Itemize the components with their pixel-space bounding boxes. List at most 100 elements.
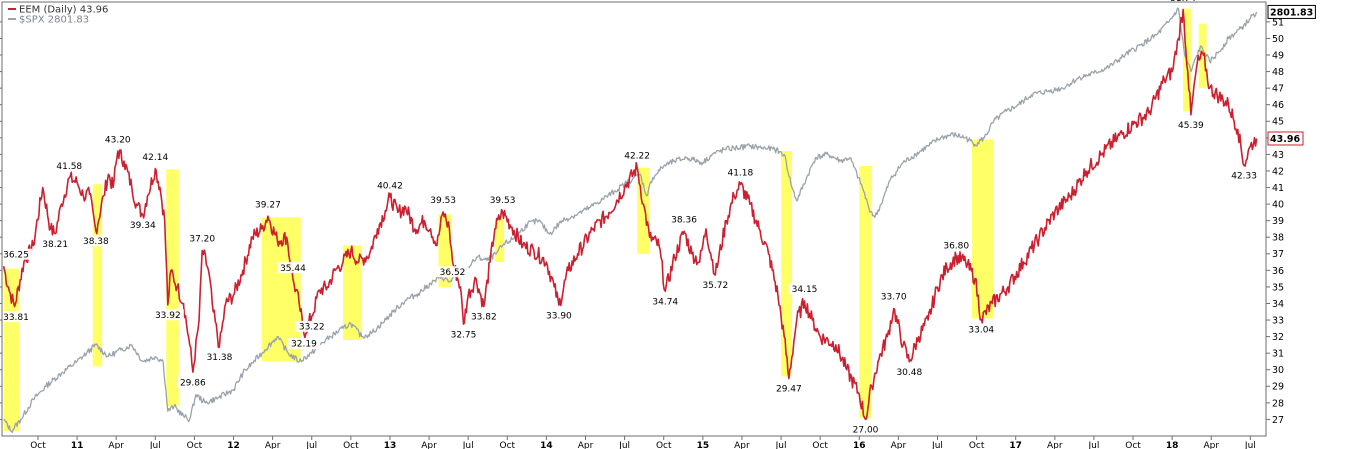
highlight-band-13 [1198,23,1207,89]
x-tick-label: Jul [618,441,630,449]
legend-entry-eem: EEM (Daily) 43.96 [19,5,108,16]
highlight-band-5 [343,245,362,340]
x-tick-label-year: 13 [384,441,397,449]
annotation-34: 36.80 [940,239,973,251]
annotation-2: 33.81 [0,311,32,323]
annotation-label: 35.44 [280,264,306,274]
x-tick-label: Apr [1203,441,1219,449]
annotation-13: 39.27 [251,198,284,210]
annotation-11: 37.20 [186,232,219,245]
annotation-label: 39.53 [490,196,516,206]
annotation-bg [139,151,172,163]
y-tick-label: 39 [1272,216,1284,227]
annotation-label: 33.22 [299,323,325,333]
annotation-33: 30.48 [893,366,926,378]
annotation-label: 45.39 [1178,121,1204,131]
annotation-bg [251,198,284,210]
y-tick-label: 30 [1272,365,1284,376]
x-tick-label-year: 14 [540,441,553,449]
y-tick-label: 50 [1272,34,1284,45]
series-line-spx [3,7,1258,434]
annotation-label: 33.82 [471,313,497,323]
annotation-16: 33.22 [295,320,328,333]
annotation-bg [186,232,219,244]
x-tick-label: Jul [462,441,474,449]
x-tick-label: Oct [500,441,516,449]
y-tick-label: 48 [1272,67,1284,78]
annotation-label: 42.14 [142,153,168,163]
annotation-bg [0,311,32,323]
annotation-label: 36.80 [943,241,969,251]
annotation-bg [176,376,209,388]
y-tick-label: 43 [1272,150,1284,161]
highlight-band-3 [166,169,179,407]
last-value-tags: 2801.83 43.96 [1267,4,1316,146]
annotation-bg [668,213,701,225]
y-tick-label: 47 [1272,84,1284,95]
last-value-tag-box [1267,4,1316,19]
annotation-12: 31.38 [203,351,236,363]
x-tick-label: Apr [108,441,124,449]
annotation-label: 33.04 [968,326,994,336]
x-tick-label: Oct [187,441,203,449]
annotation-bg [79,235,112,247]
last-value-tag-1: 2801.83 [1267,4,1316,19]
last-value-tag-label: 2801.83 [1270,8,1313,19]
x-tick-label: Jul [775,441,787,449]
annotation-32: 33.70 [877,290,910,303]
annotation-label: 38.38 [83,237,109,247]
annotation-bg [436,266,469,278]
y-tick-label: 28 [1272,398,1284,409]
annotation-28: 41.18 [724,167,757,179]
annotation-bg [287,337,320,349]
annotation-38: 42.33 [1228,169,1261,182]
annotation-bg [39,238,72,250]
highlight-band-10 [859,165,872,418]
annotation-label: 36.25 [3,250,29,260]
x-tick-label: Jul [305,441,317,449]
annotation-bg [101,133,134,145]
value-annotations: 36.25 33.81 38.21 41.58 38.38 43.20 39.34 42.14… [0,0,1261,436]
annotation-19: 36.52 [436,266,469,278]
annotation-bg [788,283,821,295]
annotation-9: 33.92 [151,309,184,321]
x-tick-label: Apr [578,441,594,449]
annotation-22: 39.53 [486,194,519,206]
x-tick-label-year: 12 [227,441,240,449]
annotation-bg [699,279,732,291]
annotation-bg [772,383,805,395]
annotation-label: 40.42 [377,181,403,191]
highlight-band-9 [781,151,792,377]
annotation-bg [940,239,973,251]
y-tick-label: 29 [1272,382,1284,393]
annotation-label: 33.90 [546,311,572,321]
annotation-label: 38.36 [671,215,697,225]
annotation-bg [53,160,86,172]
x-tick-label: Jul [1244,441,1256,449]
annotation-bg [203,351,236,363]
x-tick-label: Oct [343,441,359,449]
annotation-bg [447,328,480,340]
highlight-band-1 [3,268,20,432]
annotation-label: 27.00 [853,426,879,436]
annotation-bg [0,248,32,260]
x-tick-label-year: 15 [697,441,710,449]
annotation-label: 31.38 [207,353,233,363]
annotation-bg [126,219,159,231]
series-line-eem [2,8,1258,421]
y-tick-label: 38 [1272,233,1284,244]
x-tick-label: Jul [1087,441,1099,449]
annotation-label: 38.21 [42,240,68,250]
x-axis: Oct 11 Apr Jul Oct 12 Apr Jul Oct 13 Apr Jul Oct 14 Ap… [30,436,1256,449]
annotation-bg [542,309,575,321]
annotation-27: 35.72 [699,279,732,291]
annotation-29: 29.47 [772,383,805,395]
annotation-bg [467,310,500,322]
last-value-tag-box [1267,131,1304,146]
last-value-tag-label: 43.96 [1270,134,1300,145]
x-tick-label-year: 11 [71,441,84,449]
x-tick-label: Oct [30,441,46,449]
annotation-label: 43.20 [105,135,131,145]
annotation-37: 45.39 [1174,119,1207,131]
highlight-band-11 [971,139,994,319]
